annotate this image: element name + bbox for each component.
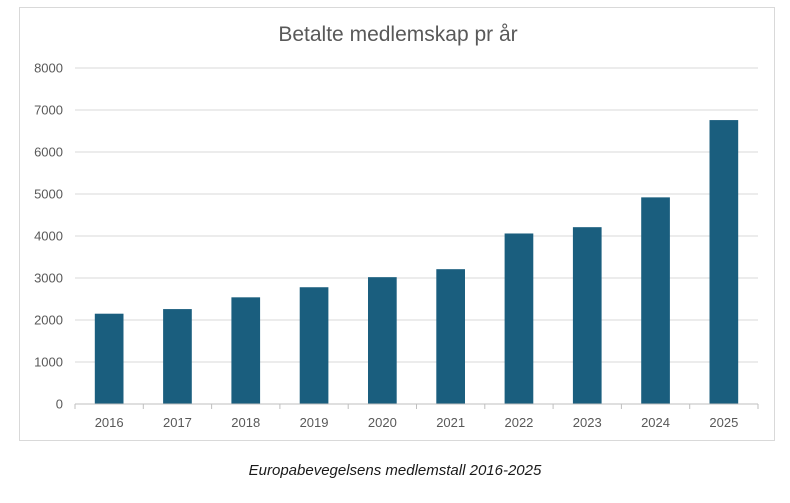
x-axis-tick-labels: 2016 2017 2018 2019 2020 2021 2022 2023 2024 2025 (74, 404, 759, 430)
y-tick-label: 1000 (34, 355, 63, 370)
x-tick-label: 2021 (436, 415, 465, 430)
y-tick-label: 2000 (34, 313, 63, 328)
figure-caption: Europabevegelsens medlemstall 2016-2025 (248, 462, 542, 479)
y-tick-label: 3000 (34, 271, 63, 286)
bar-2020 (368, 277, 397, 404)
bars (94, 120, 739, 404)
bar-2016 (94, 313, 124, 404)
x-tick-label: 2025 (709, 415, 738, 430)
x-tick-label: 2019 (300, 415, 329, 430)
x-tick-label: 2017 (163, 415, 192, 430)
x-tick-label: 2018 (231, 415, 260, 430)
bar-2022 (504, 233, 534, 404)
bar-chart: Betalte medlemskap pr år 0 1000 2000 3000 40… (34, 23, 759, 430)
x-tick-label: 2020 (368, 415, 397, 430)
y-tick-label: 8000 (34, 61, 63, 76)
y-tick-label: 7000 (34, 103, 63, 118)
x-tick-label: 2016 (95, 415, 124, 430)
chart-title: Betalte medlemskap pr år (278, 23, 517, 46)
y-tick-label: 0 (56, 397, 63, 412)
bar-2024 (641, 197, 670, 404)
bar-2023 (572, 227, 602, 404)
y-axis-tick-labels: 0 1000 2000 3000 4000 5000 6000 7000 8000 (34, 61, 63, 412)
bar-2017 (163, 309, 192, 404)
x-tick-label: 2024 (641, 415, 670, 430)
y-tick-label: 5000 (34, 187, 63, 202)
y-tick-label: 6000 (34, 145, 63, 160)
bar-2021 (436, 269, 465, 404)
x-tick-label: 2023 (573, 415, 602, 430)
y-tick-label: 4000 (34, 229, 63, 244)
bar-2018 (231, 297, 261, 404)
bar-2019 (299, 287, 329, 404)
x-tick-label: 2022 (504, 415, 533, 430)
bar-2025 (709, 120, 739, 404)
